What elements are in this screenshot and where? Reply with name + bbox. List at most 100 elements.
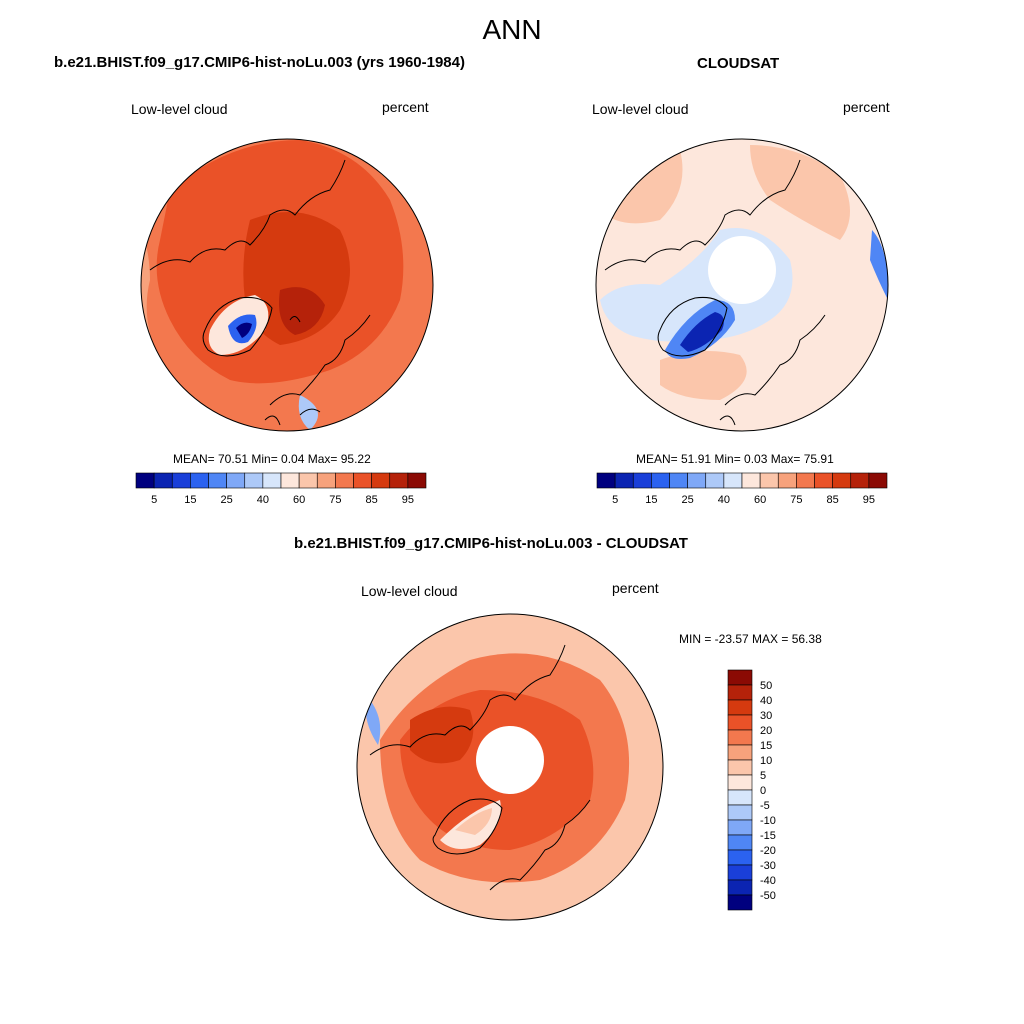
panel3-colorbar-tick-label: -40 [760, 875, 776, 887]
panel2-colorbar-tick-label: 85 [827, 494, 839, 506]
panel1-colorbar-swatch [371, 472, 391, 489]
panel3-map [357, 614, 663, 920]
panel2-colorbar: 5 15 25 40 60 75 85 95 [596, 472, 888, 506]
panel2-colorbar-swatch [814, 472, 833, 489]
panel1-colorbar-tick-label: 95 [402, 494, 414, 506]
panel3-coastlines [369, 644, 591, 891]
panel1-colorbar-swatch [135, 472, 155, 489]
panel2-blue-east [870, 230, 888, 300]
panel2-colorbar-swatch [632, 472, 652, 489]
panel3-variable-label: Low-level cloud [361, 583, 458, 599]
panel2-colorbar-tick-label: 95 [863, 494, 875, 506]
panel3-colorbar-swatch [727, 864, 753, 881]
panel1-field-max [279, 287, 325, 335]
panel1-colorbar-tick-label: 75 [329, 494, 341, 506]
panel3-title: b.e21.BHIST.f09_g17.CMIP6-hist-noLu.003 … [294, 535, 688, 552]
panel2-map-border [595, 138, 889, 432]
panel2-colorbar-swatch [705, 472, 725, 489]
panel1-colorbar-swatch [153, 472, 173, 489]
panel3-colorbar-swatch [727, 744, 753, 761]
panel2-colorbar-tick-label: 75 [790, 494, 802, 506]
panel3-colorbar-tick-label: 10 [760, 755, 772, 767]
panel1-coastlines [149, 159, 371, 426]
panel1-colorbar-swatch [407, 472, 427, 489]
panel3-map-border [356, 613, 664, 921]
panel2-colorbar-swatch [850, 472, 870, 489]
panel3-colorbar-swatch [727, 669, 753, 686]
panel3-colorbar-tick-label: 15 [760, 740, 772, 752]
panel1-colorbar-swatch [316, 472, 336, 489]
panel1-colorbar-tick-label: 40 [257, 494, 269, 506]
panel1-colorbar-swatch [226, 472, 246, 489]
panel2-field-s [660, 351, 747, 400]
panel3-colorbar-tick-label: 30 [760, 710, 772, 722]
panel2-colorbar-swatch [614, 472, 634, 489]
panel3-colorbar-tick-label: 20 [760, 725, 772, 737]
panel2-colorbar-swatch [796, 472, 815, 489]
panel3-colorbar-swatch [727, 684, 753, 701]
panel3-colorbar-swatch [727, 879, 753, 896]
panel3-colorbar-tick-label: 0 [760, 785, 766, 797]
panel2-colorbar-swatch [651, 472, 670, 489]
panel2-variable-label: Low-level cloud [592, 101, 689, 117]
panel1-colorbar-swatch [171, 472, 191, 489]
panel3-colorbar-tick-label: -30 [760, 860, 776, 872]
panel3-colorbar-swatch [727, 849, 753, 866]
panel1-colorbar-swatch [335, 472, 354, 489]
panel3-colorbar-swatch [727, 699, 753, 716]
panel2-greenland-min [680, 312, 724, 352]
panel3-colorbar-tick-label: 40 [760, 695, 772, 707]
panel3-greenland-inner [455, 808, 492, 835]
panel3-stats: MIN = -23.57 MAX = 56.38 [679, 632, 822, 646]
panel3-colorbar-tick-label: -20 [760, 845, 776, 857]
panel1-colorbar-tick-label: 5 [151, 494, 157, 506]
panel1-colorbar-swatch [298, 472, 318, 489]
panel1-variable-label: Low-level cloud [131, 101, 228, 117]
panel2-coastlines [604, 159, 826, 426]
panel3-colorbar-swatch [727, 774, 753, 791]
panel2-colorbar-swatch [741, 472, 761, 489]
panel2-colorbar-swatch [669, 472, 688, 489]
panel2-colorbar-tick-label: 5 [612, 494, 618, 506]
panel3-colorbar-swatch [727, 819, 753, 836]
panel2-title: CLOUDSAT [697, 55, 780, 72]
panel1-colorbar-tick-label: 25 [221, 494, 233, 506]
panel3-colorbar-swatch [727, 894, 753, 911]
panel2-colorbar-swatch [687, 472, 707, 489]
panel1-stats: MEAN= 70.51 Min= 0.04 Max= 95.22 [173, 452, 371, 466]
panel2-colorbar-tick-label: 40 [718, 494, 730, 506]
panel1-colorbar-swatch [389, 472, 409, 489]
panel2-colorbar-tick-label: 25 [682, 494, 694, 506]
panel1-colorbar-swatch [244, 472, 264, 489]
panel3-colorbar-tick-label: -50 [760, 890, 776, 902]
panel3-colorbar-swatch [727, 804, 753, 821]
panel1-map [141, 139, 433, 431]
panel2-missing-pole [708, 236, 776, 304]
panel2-colorbar-swatch [777, 472, 797, 489]
panel3-colorbar-tick-label: -15 [760, 830, 776, 842]
panel1-colorbar-swatch [262, 472, 282, 489]
panel2-field-ne [750, 145, 850, 240]
panel1-field-core [243, 212, 350, 345]
panel3-colorbar-swatch [727, 729, 753, 746]
panel1-colorbar-swatch [190, 472, 209, 489]
panel3-colorbar-tick-label: 5 [760, 770, 766, 782]
panel1-blue-south [298, 395, 318, 430]
panel2-colorbar-tick-label: 15 [645, 494, 657, 506]
panel1-colorbar-swatch [280, 472, 300, 489]
panel1-blue-west [141, 210, 144, 260]
panel1-colorbar-tick-label: 85 [366, 494, 378, 506]
panel3-missing-pole [476, 726, 544, 794]
panel3-colorbar-tick-label: 50 [760, 680, 772, 692]
panel3-colorbar-tick-label: -5 [760, 800, 770, 812]
panel2-colorbar-swatch [596, 472, 616, 489]
panel2-colorbar-swatch [832, 472, 852, 489]
panel2-colorbar-swatch [868, 472, 888, 489]
panel2-colorbar-swatch [723, 472, 743, 489]
panel3-colorbar-swatch [727, 714, 753, 731]
panel3-units-label: percent [612, 580, 659, 596]
panel1-colorbar-swatch [208, 472, 227, 489]
panel3-colorbar-swatch [727, 759, 753, 776]
